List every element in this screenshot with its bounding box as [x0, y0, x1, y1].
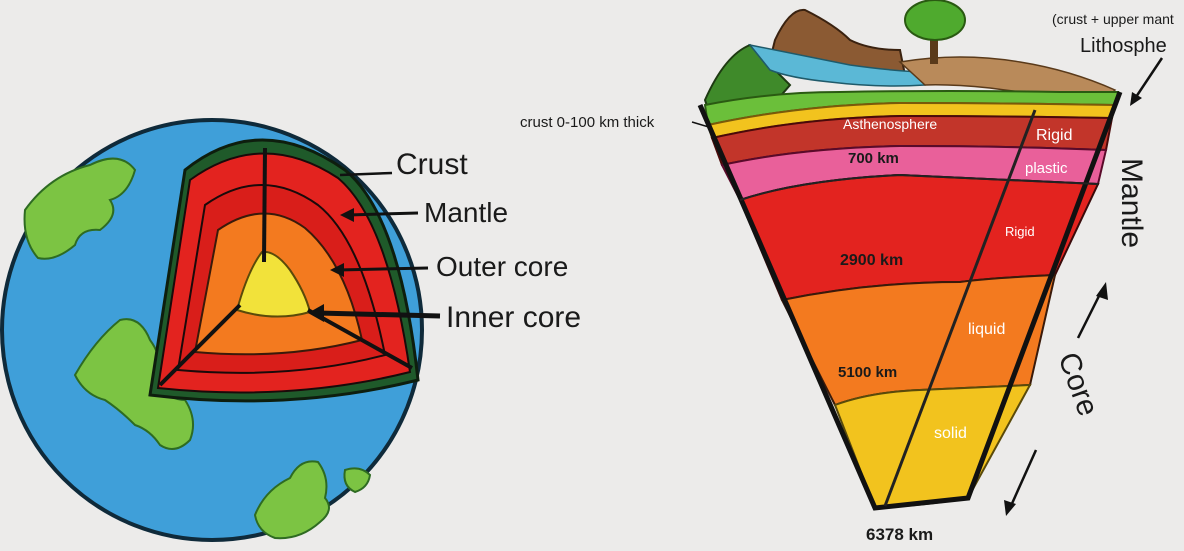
lithosphere-arrow	[1132, 57, 1164, 101]
core-arrow-down-shaft	[1008, 449, 1038, 509]
core-arrow-up-head	[1096, 282, 1108, 300]
depth-6378: 6378 km	[866, 525, 933, 544]
earth-section	[697, 0, 1123, 511]
tree-foliage	[904, 0, 966, 41]
crust-label: Crust	[396, 148, 468, 181]
continent-southeast	[343, 467, 372, 494]
tree-trunk	[930, 30, 938, 64]
continent-northwest	[23, 157, 137, 260]
asthenosphere-label: Asthenosphere	[843, 116, 937, 132]
wedge-line-top	[262, 147, 267, 263]
lithosphere-label: Lithosphe	[1080, 35, 1167, 57]
depth-2900: 2900 km	[840, 252, 903, 269]
liquid-label: liquid	[968, 321, 1005, 338]
globe-labels: Crust Mantle Outer core Inner core	[308, 148, 581, 334]
section-outline	[697, 91, 1123, 511]
core-side-label: Core	[1051, 348, 1104, 420]
plastic-label: plastic	[1025, 160, 1068, 177]
core-arrow-down-head	[1004, 500, 1016, 516]
rigid-mid-label: Rigid	[1005, 224, 1035, 239]
outer-core-label: Outer core	[436, 251, 568, 282]
inner-core-arrowhead	[308, 304, 324, 322]
crust-note-pointer	[691, 121, 713, 129]
depth-700: 700 km	[848, 150, 899, 167]
layer-line-700	[739, 173, 1099, 201]
wedge-line-right	[307, 308, 413, 370]
outer-core-arrow	[337, 266, 429, 272]
section-labels: (crust + upper mant Lithosphe crust 0-10…	[520, 11, 1174, 544]
lithosphere-arrowhead	[1130, 92, 1142, 106]
solid-label: solid	[934, 425, 967, 442]
mantle-label: Mantle	[424, 197, 508, 228]
top-note: (crust + upper mant	[1052, 11, 1174, 27]
inner-core-arrow	[317, 310, 441, 319]
mantle-side-label: Mantle	[1115, 158, 1148, 248]
mantle-arrowhead	[340, 208, 354, 222]
mantle-arrow	[347, 211, 419, 217]
inner-core-layer	[235, 250, 312, 318]
depth-5100: 5100 km	[838, 364, 897, 381]
rigid-top-label: Rigid	[1036, 127, 1072, 144]
soil-surface	[898, 56, 1117, 101]
core-arrow-up-shaft	[1076, 289, 1104, 339]
continent-southwest	[73, 318, 195, 450]
section-divider	[883, 109, 1037, 507]
outer-core-arrowhead	[330, 263, 344, 277]
wedge-line-left	[158, 303, 242, 387]
crust-arrow	[339, 171, 393, 177]
continent-south	[253, 460, 330, 540]
crust-note: crust 0-100 km thick	[520, 114, 655, 131]
inner-core-label: Inner core	[446, 301, 581, 334]
globe	[0, 118, 424, 542]
